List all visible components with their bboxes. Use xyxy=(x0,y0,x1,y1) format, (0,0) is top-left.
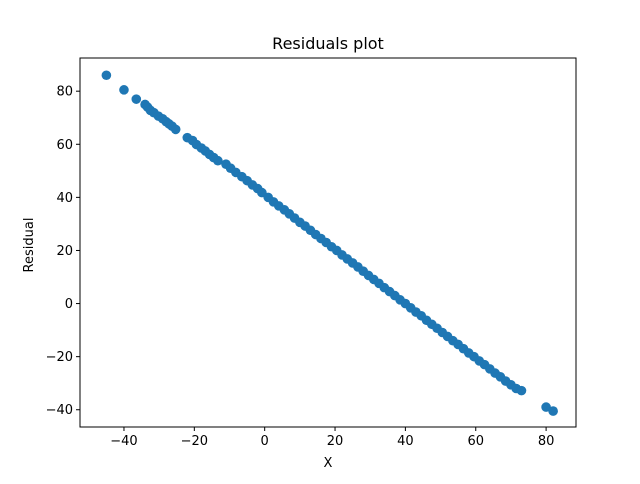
x-tick-label: 40 xyxy=(397,434,414,449)
data-point xyxy=(101,70,112,81)
data-point xyxy=(170,124,181,135)
data-point xyxy=(516,385,527,396)
y-tick-label: −20 xyxy=(46,350,73,365)
x-tick-label: −40 xyxy=(110,434,137,449)
chart-title: Residuals plot xyxy=(272,34,384,53)
data-point xyxy=(119,85,129,95)
axis-ticks: −40 −20 0 20 40 60 80 −40 −20 0 20 40 60 80 xyxy=(46,85,555,449)
data-point xyxy=(131,94,142,104)
y-tick-label: 80 xyxy=(56,85,73,100)
scatter-points xyxy=(101,70,558,416)
x-tick-label: −20 xyxy=(181,434,208,449)
y-tick-label: −40 xyxy=(46,403,73,418)
data-point xyxy=(213,155,223,166)
x-tick-label: 0 xyxy=(261,434,269,449)
x-tick-label: 80 xyxy=(538,434,555,449)
y-tick-label: 0 xyxy=(65,297,73,312)
x-tick-label: 20 xyxy=(327,434,344,449)
data-point xyxy=(548,406,558,416)
y-tick-label: 40 xyxy=(56,191,73,206)
x-axis-label: X xyxy=(324,456,333,471)
data-point xyxy=(541,402,551,412)
x-tick-label: 60 xyxy=(467,434,484,449)
y-tick-label: 60 xyxy=(56,138,73,153)
plot-frame xyxy=(79,57,577,428)
y-axis-label: Residual xyxy=(22,218,37,273)
y-tick-label: 20 xyxy=(56,244,73,259)
